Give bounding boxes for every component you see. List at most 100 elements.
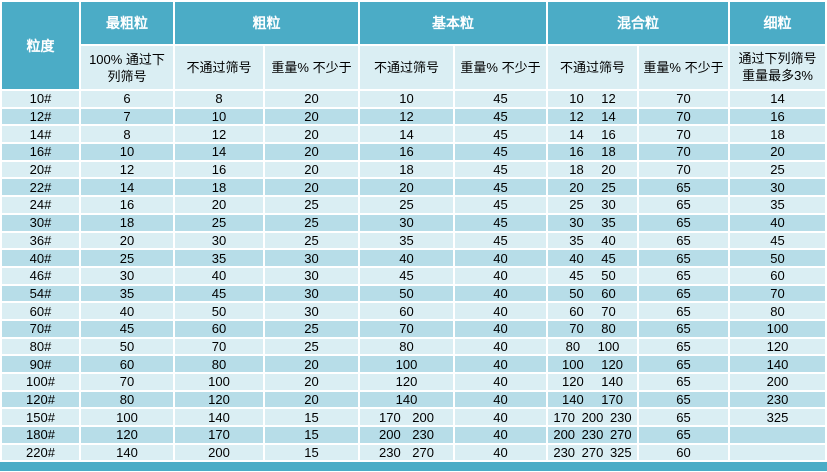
cell: 30 [265,303,360,321]
cell: 20 [265,108,360,127]
cell: 45 50 [548,267,639,286]
row-label: 60# [2,303,81,321]
cell: 50 [175,303,265,321]
cell: 200 [730,374,827,392]
cell: 40 [455,374,548,392]
row-label: 40# [2,250,81,268]
cell: 18 [175,179,265,198]
cell: 40 [175,267,265,286]
cell: 30 [360,214,455,233]
cell: 80 [730,303,827,321]
cell: 30 [265,250,360,268]
cell: 65 [639,285,730,304]
cell: 80 100 [548,338,639,357]
cell: 70 [639,108,730,127]
cell: 45 [81,320,175,339]
table-header: 粒度 最粗粒 粗粒 基本粒 混合粒 细粒 100% 通过下列筛号 不通过筛号 重量% 不少于不… [2,2,827,91]
cell: 140 [81,444,175,463]
table-row: 12# 7 10 20 12 45 12 14 70 16 [2,108,827,127]
group-header: 混合粒 [548,2,730,46]
table-row: 16# 10 14 20 16 45 16 18 70 20 [2,144,827,162]
cell: 40 [455,267,548,286]
row-label: 12# [2,108,81,127]
cell: 45 [455,144,548,162]
row-label: 100# [2,374,81,392]
cell: 40 [455,285,548,304]
cell: 20 [265,374,360,392]
row-label: 150# [2,409,81,428]
cell: 40 [455,444,548,463]
cell: 16 [730,108,827,127]
row-label: 20# [2,161,81,180]
cell: 170 200 [360,409,455,428]
cell: 65 [639,409,730,428]
row-label: 30# [2,214,81,233]
cell: 30 [265,285,360,304]
cell: 40 [730,214,827,233]
cell: 70 [639,161,730,180]
cell: 100 [360,356,455,374]
cell: 30 [265,267,360,286]
row-label: 80# [2,338,81,357]
sub-header: 重量% 不少于 [265,46,360,91]
cell: 80 [81,391,175,410]
cell: 70 80 [548,320,639,339]
cell: 40 [81,303,175,321]
table-row: 60# 40 50 30 60 40 60 70 65 80 [2,303,827,321]
cell: 18 [81,214,175,233]
table-row: 22# 14 18 20 20 45 20 25 65 30 [2,179,827,198]
cell: 50 [360,285,455,304]
cell: 65 [639,214,730,233]
group-header-row: 粒度 最粗粒 粗粒 基本粒 混合粒 细粒 [2,2,827,91]
cell: 45 [175,285,265,304]
cell: 65 [639,303,730,321]
table-row: 220# 140 200 15 230 270 40 230 270 325 60 [2,444,827,463]
cell: 70 [639,126,730,145]
row-label: 46# [2,267,81,286]
cell: 18 [360,161,455,180]
cell: 16 [81,197,175,215]
table-row: 36# 20 30 25 35 45 35 40 65 45 [2,232,827,251]
cell: 20 [360,179,455,198]
cell: 40 [455,320,548,339]
cell: 60 70 [548,303,639,321]
sub-header: 重量% 不少于 [639,46,730,91]
cell: 100 [175,374,265,392]
cell: 120 [175,391,265,410]
cell: 35 [175,250,265,268]
cell: 45 [455,179,548,198]
cell: 200 [175,444,265,463]
cell: 120 [81,427,175,445]
cell: 80 [175,356,265,374]
table-row: 14# 8 12 20 14 45 14 16 70 18 [2,126,827,145]
cell: 25 [360,197,455,215]
cell: 120 [360,374,455,392]
cell: 70 [639,91,730,109]
cell: 45 [455,232,548,251]
cell: 70 [81,374,175,392]
table-row: 100# 70 100 20 120 40 120 140 65 200 [2,374,827,392]
table-row: 10# 6 8 20 10 45 10 12 70 14 [2,91,827,109]
cell: 25 [265,338,360,357]
cell: 140 [730,356,827,374]
row-label: 90# [2,356,81,374]
cell: 65 [639,338,730,357]
cell: 45 [455,91,548,109]
table-row: 24# 16 20 25 25 45 25 30 65 35 [2,197,827,215]
cell: 15 [265,444,360,463]
cell: 120 140 [548,374,639,392]
cell: 170 200 230 [548,409,639,428]
cell: 35 40 [548,232,639,251]
sub-header: 不通过筛号 [175,46,265,91]
cell: 40 [455,338,548,357]
cell: 65 [639,374,730,392]
cell: 20 25 [548,179,639,198]
bottom-band [0,462,827,472]
cell: 60 [639,444,730,463]
cell: 40 [360,250,455,268]
cell: 7 [81,108,175,127]
cell: 20 [265,144,360,162]
table-row: 120# 80 120 20 140 40 140 170 65 230 [2,391,827,410]
cell: 6 [81,91,175,109]
